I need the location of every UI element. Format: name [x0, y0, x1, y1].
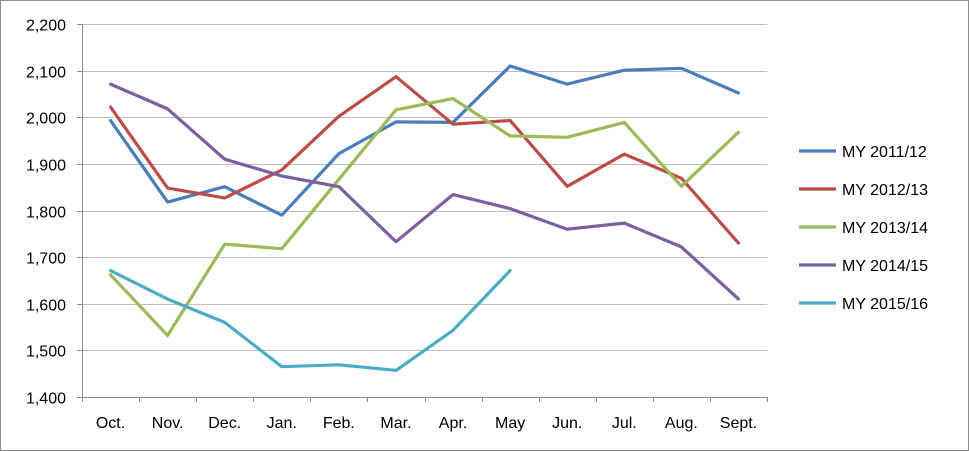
x-tick-label: Feb. [323, 415, 355, 432]
x-tick-label: Sept. [720, 415, 757, 432]
x-tick-label: Mar. [380, 415, 411, 432]
y-tick-label: 2,200 [26, 18, 66, 35]
y-axis-tick-labels: 1,400 1,500 1,600 1,700 1,800 1,900 2,000 2,100… [26, 18, 66, 408]
legend-label: MY 2013/14 [842, 220, 928, 237]
legend-label: MY 2011/12 [842, 144, 927, 161]
y-tick-label: 1,600 [26, 298, 66, 315]
y-tick-label: 2,100 [26, 65, 66, 82]
y-tick-label: 1,400 [26, 391, 66, 408]
series-line-1 [108, 75, 741, 245]
x-tick-label: Jan. [267, 415, 297, 432]
x-tick-label: Jun. [552, 415, 582, 432]
series-lines [108, 64, 741, 372]
x-axis-tick-labels: Oct. Nov. Dec. Jan. Feb. Mar. Apr. May Jun. Jul. A… [96, 415, 757, 432]
x-tick-label: Oct. [96, 415, 125, 432]
legend-label: MY 2015/16 [842, 296, 928, 313]
y-tick-label: 2,000 [26, 111, 66, 128]
legend: MY 2011/12 MY 2012/13 MY 2013/14 MY 2014/15… [799, 144, 928, 313]
gridlines [77, 24, 768, 402]
x-tick-label: Aug. [665, 415, 698, 432]
series-line-4 [108, 269, 512, 372]
y-tick-label: 1,800 [26, 205, 66, 222]
y-tick-label: 1,700 [26, 251, 66, 268]
x-tick-label: May [495, 415, 525, 432]
y-tick-label: 1,900 [26, 158, 66, 175]
x-tick-label: Jul. [612, 415, 637, 432]
legend-label: MY 2012/13 [842, 182, 928, 199]
series-line-3 [108, 82, 741, 301]
series-line-2 [108, 97, 741, 338]
x-tick-label: Dec. [208, 415, 241, 432]
x-tick-label: Nov. [152, 415, 184, 432]
x-tick-label: Apr. [439, 415, 467, 432]
series-line-0 [108, 64, 741, 217]
legend-label: MY 2014/15 [842, 258, 928, 275]
y-tick-label: 1,500 [26, 344, 66, 361]
